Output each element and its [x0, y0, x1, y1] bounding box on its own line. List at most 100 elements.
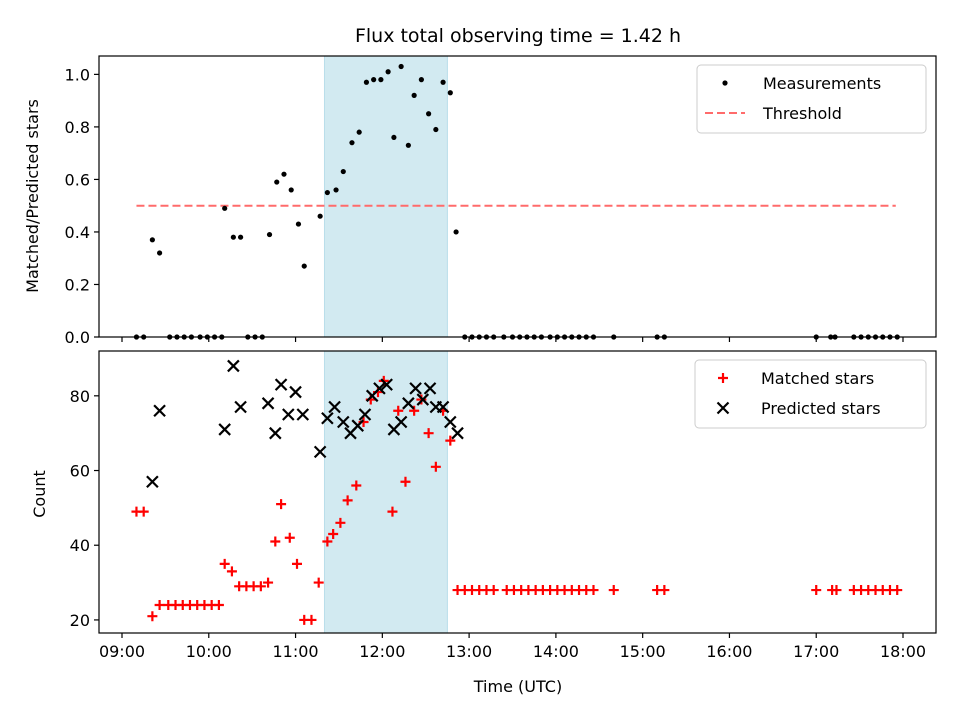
data-point — [261, 397, 275, 410]
legend-label: Matched stars — [761, 369, 874, 388]
data-point — [276, 499, 287, 510]
data-point — [426, 111, 432, 117]
data-point — [659, 585, 670, 596]
data-point — [274, 179, 280, 185]
data-point — [226, 566, 237, 577]
data-point — [147, 611, 158, 622]
bottom-legend: Matched stars Predicted stars — [694, 359, 927, 429]
data-point — [418, 77, 424, 83]
data-point — [411, 92, 417, 98]
bottom-y-tick-label: 60 — [70, 462, 90, 481]
data-point — [436, 400, 450, 414]
data-point — [263, 577, 274, 588]
data-point — [237, 234, 244, 240]
legend-label: Predicted stars — [761, 399, 881, 418]
data-point — [322, 536, 333, 547]
data-point — [394, 415, 408, 429]
data-point — [405, 142, 411, 148]
data-point — [333, 187, 339, 193]
data-point — [409, 405, 420, 416]
data-point — [440, 79, 446, 85]
data-point — [358, 408, 372, 421]
data-point — [255, 581, 266, 592]
data-point — [409, 382, 422, 395]
data-point — [282, 408, 295, 421]
data-point — [289, 385, 302, 399]
data-point — [451, 426, 464, 440]
top-y-axis-label: Matched/Predicted stars — [23, 99, 42, 293]
bottom-y-axis-label: Count — [30, 470, 49, 518]
data-point — [488, 585, 499, 596]
x-tick-label: 13:00 — [446, 642, 492, 661]
data-point — [393, 405, 404, 416]
x-tick-label: 17:00 — [793, 642, 839, 661]
data-point — [340, 168, 346, 175]
top-legend: Measurements Threshold — [696, 64, 927, 134]
top-highlight-span — [323, 55, 448, 338]
x-tick-label: 11:00 — [273, 642, 319, 661]
bottom-series-1 — [131, 375, 903, 625]
data-point — [313, 577, 324, 588]
data-point — [157, 250, 163, 256]
data-point — [266, 231, 273, 238]
top-y-tick-label: 0.2 — [65, 275, 90, 294]
data-point — [371, 77, 377, 83]
data-point — [218, 423, 231, 436]
legend-marker-predicted — [716, 401, 730, 415]
data-point — [321, 411, 334, 425]
bottom-y-tick-label: 80 — [70, 387, 90, 406]
data-point — [222, 205, 228, 211]
data-point — [335, 517, 346, 528]
data-point — [402, 397, 415, 410]
data-point — [356, 129, 362, 135]
data-point — [227, 359, 240, 373]
data-point — [430, 461, 441, 472]
x-tick-label: 18:00 — [880, 642, 926, 661]
data-point — [317, 213, 323, 219]
data-point — [385, 69, 391, 75]
data-point — [324, 189, 330, 196]
data-point — [281, 171, 287, 177]
data-point — [230, 234, 236, 240]
data-point — [138, 506, 149, 517]
data-point — [588, 585, 599, 596]
top-y-tick-label: 0.8 — [65, 118, 90, 137]
data-point — [444, 415, 457, 429]
bottom-axes-frame — [98, 350, 937, 634]
data-point — [378, 77, 384, 83]
top-axes-frame — [98, 55, 937, 338]
data-point — [154, 599, 165, 610]
x-tick-label: 09:00 — [99, 642, 145, 661]
data-point — [363, 79, 370, 85]
data-point — [608, 585, 619, 596]
x-tick-label: 12:00 — [359, 642, 405, 661]
legend-marker-measurements — [722, 80, 728, 86]
legend-label: Measurements — [763, 74, 881, 93]
data-point — [447, 90, 453, 96]
top-y-tick-label: 0.6 — [65, 170, 90, 189]
x-tick-label: 16:00 — [706, 642, 752, 661]
data-point — [213, 599, 224, 610]
data-point — [295, 221, 302, 227]
bottom-highlight-span — [323, 350, 448, 634]
bottom-y-tick-label: 20 — [70, 611, 90, 630]
data-point — [328, 400, 341, 414]
data-point — [234, 400, 247, 414]
data-point — [296, 408, 310, 421]
x-tick-label: 10:00 — [186, 642, 232, 661]
data-point — [270, 536, 281, 547]
data-point — [892, 585, 903, 596]
data-point — [149, 237, 155, 243]
x-tick-label: 15:00 — [620, 642, 666, 661]
data-point — [351, 419, 365, 432]
legend-box — [696, 64, 927, 134]
data-point — [328, 529, 339, 540]
data-point — [153, 404, 166, 418]
legend-marker-matched — [718, 373, 728, 383]
bottom-panel: 20 40 60 80 09:00 10:00 11:00 12:00 13:00 14:00 15… — [70, 350, 937, 661]
x-tick-label: 14:00 — [533, 642, 579, 661]
data-point — [306, 614, 317, 625]
data-point — [313, 445, 327, 459]
data-point — [342, 495, 353, 506]
